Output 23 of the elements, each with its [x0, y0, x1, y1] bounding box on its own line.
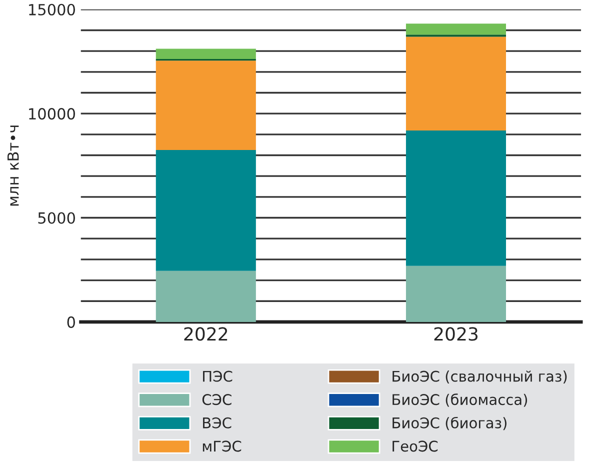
legend-label: ПЭС	[203, 370, 232, 382]
y-tick-label: 5000	[38, 212, 75, 224]
bar	[406, 24, 506, 35]
legend-label: БиоЭС (свалочный газ)	[392, 370, 567, 384]
legend-label: ГеоЭС	[392, 440, 438, 452]
legend-label: БиоЭС (биогаз)	[392, 416, 506, 430]
bar	[406, 130, 506, 266]
y-tick-label: 10000	[29, 108, 75, 120]
legend-label: ВЭС	[203, 417, 232, 428]
legend-label: мГЭС	[202, 440, 242, 452]
legend-label: СЭС	[202, 394, 232, 406]
legend-label: БиоЭС (биомасса)	[392, 394, 528, 407]
bar	[406, 36, 506, 130]
y-axis-title: млн кВт•ч	[8, 126, 19, 206]
x-tick-label: 2023	[434, 327, 478, 341]
x-tick-label: 2022	[184, 327, 228, 341]
bar	[156, 150, 256, 271]
bar	[406, 266, 506, 322]
bar	[156, 270, 256, 322]
bar	[156, 48, 256, 59]
y-tick-label: 0	[67, 316, 75, 328]
y-tick-label: 15000	[29, 4, 75, 16]
bar	[156, 60, 256, 150]
